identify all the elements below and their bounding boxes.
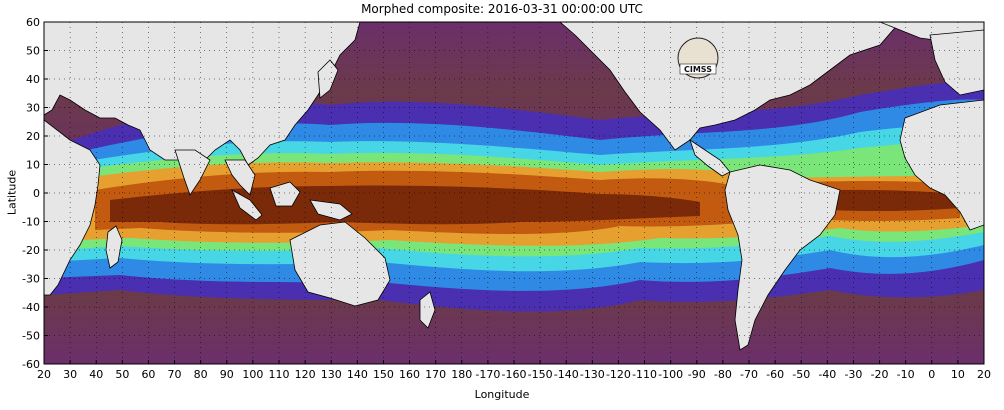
lat-tick-label: -60 [22, 358, 40, 371]
lon-tick-label: -100 [658, 368, 683, 381]
land-central-america [689, 139, 731, 177]
lon-tick-label: 170 [425, 368, 446, 381]
lat-tick-label: 10 [26, 159, 40, 172]
lat-tick-label: -50 [22, 330, 40, 343]
lon-tick-label: -170 [475, 368, 500, 381]
lon-tick-label: 0 [928, 368, 935, 381]
graticule [44, 22, 984, 364]
y-axis-ticks: 60 50 40 30 20 10 0 -10 -20 -30 -40 -50 -60 [22, 16, 48, 371]
lon-tick-label: -120 [606, 368, 631, 381]
lon-tick-label: 10 [951, 368, 965, 381]
land-japan [317, 59, 339, 99]
land-australia [289, 221, 391, 307]
land-southeast-asia [224, 159, 256, 196]
land-north-america [559, 22, 901, 151]
lon-tick-label: -110 [632, 368, 657, 381]
lat-tick-label: 0 [33, 187, 40, 200]
land-sumatra [231, 189, 263, 221]
lon-tick-label: 40 [89, 368, 103, 381]
lon-tick-label: -160 [502, 368, 527, 381]
land-borneo [269, 181, 301, 207]
lat-tick-label: -40 [22, 301, 40, 314]
land-new-zealand [419, 291, 436, 329]
lat-tick-label: 40 [26, 73, 40, 86]
lon-tick-label: 60 [141, 368, 155, 381]
lat-tick-label: -30 [22, 273, 40, 286]
lon-tick-label: -90 [688, 368, 706, 381]
lon-tick-label: 80 [194, 368, 208, 381]
x-axis-label: Longitude [474, 388, 530, 401]
lon-tick-label: -130 [580, 368, 605, 381]
lon-tick-label: -20 [871, 368, 889, 381]
lat-tick-label: -10 [22, 216, 40, 229]
lon-tick-label: -140 [554, 368, 579, 381]
lon-tick-label: 20 [977, 368, 991, 381]
land-europe-right [929, 29, 984, 96]
lon-tick-label: 70 [168, 368, 182, 381]
lat-tick-label: 30 [26, 102, 40, 115]
lon-tick-label: 100 [242, 368, 263, 381]
lon-tick-label: 50 [115, 368, 129, 381]
lon-tick-label: 90 [220, 368, 234, 381]
lat-tick-label: -20 [22, 244, 40, 257]
lon-tick-label: -70 [740, 368, 758, 381]
lon-tick-label: 120 [295, 368, 316, 381]
lat-tick-label: 60 [26, 16, 40, 29]
x-axis-ticks: 20 30 40 50 60 70 80 90 100 110 120 130 140 150 160 170… [37, 360, 991, 381]
lon-tick-label: -80 [714, 368, 732, 381]
lon-tick-label: 110 [269, 368, 290, 381]
lat-tick-label: 50 [26, 45, 40, 58]
land-new-guinea [309, 199, 353, 221]
lon-tick-label: -60 [766, 368, 784, 381]
lon-tick-label: 160 [399, 368, 420, 381]
lon-tick-label: -150 [528, 368, 553, 381]
land-africa [44, 119, 101, 296]
lon-tick-label: -40 [818, 368, 836, 381]
map-title: Morphed composite: 2016-03-31 00:00:00 U… [361, 2, 643, 16]
lon-tick-label: -30 [844, 368, 862, 381]
land-madagascar [105, 225, 123, 269]
lat-tick-label: 20 [26, 130, 40, 143]
lon-tick-label: 20 [37, 368, 51, 381]
lon-tick-label: -50 [792, 368, 810, 381]
lon-tick-label: 180 [451, 368, 472, 381]
land-africa-east [899, 99, 984, 231]
lon-tick-label: 150 [373, 368, 394, 381]
land-india [174, 149, 211, 196]
land-masses [44, 22, 984, 351]
lon-tick-label: 130 [321, 368, 342, 381]
moisture-field [44, 22, 984, 364]
lon-tick-label: -10 [897, 368, 915, 381]
lon-tick-label: 30 [63, 368, 77, 381]
cimss-logo: CIMSS [677, 37, 719, 79]
cimss-logo-text: CIMSS [684, 65, 712, 74]
land-south-america [724, 164, 841, 351]
lon-tick-label: 140 [347, 368, 368, 381]
